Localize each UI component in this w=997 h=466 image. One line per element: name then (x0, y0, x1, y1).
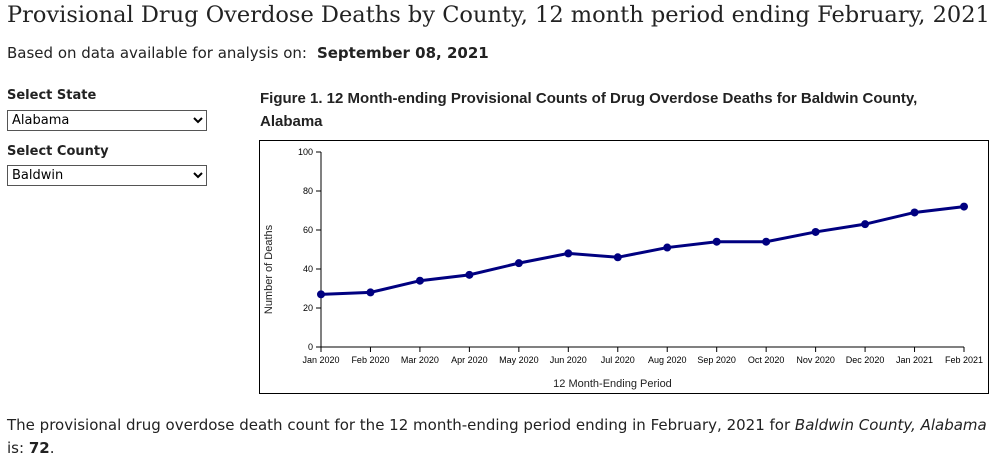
summary-end: . (49, 439, 55, 457)
x-tick-label: Sep 2020 (697, 355, 736, 365)
line-chart: 0 20 40 60 80 100 Jan 2020 Feb 2020 Mar 2020 Apr … (263, 147, 983, 390)
data-point (415, 276, 424, 285)
data-point (366, 288, 375, 297)
y-tick-label: 60 (303, 225, 313, 235)
y-tick-label: 100 (298, 147, 313, 157)
data-line (320, 205, 965, 296)
avail-date: September 08, 2021 (316, 44, 489, 62)
data-availability: Based on data available for analysis on:… (7, 44, 489, 62)
y-tick-label: 40 (303, 264, 313, 274)
y-tick-label: 80 (303, 186, 313, 196)
x-tick-label: May 2020 (499, 355, 539, 365)
y-axis-label: Number of Deaths (263, 224, 275, 314)
summary-count: 72 (28, 439, 50, 457)
x-tick-label: Nov 2020 (796, 355, 835, 365)
data-point (712, 237, 721, 246)
x-tick-label: Feb 2020 (351, 355, 389, 365)
y-tick-label: 20 (303, 303, 313, 313)
data-point (910, 208, 919, 217)
x-tick-label: Mar 2020 (401, 355, 439, 365)
x-tick-label: Jun 2020 (550, 355, 587, 365)
data-point (762, 237, 771, 246)
data-point (514, 259, 523, 268)
summary-mid: is: (7, 439, 29, 457)
data-point (564, 249, 573, 258)
summary-place: Baldwin County, Alabama (794, 416, 987, 434)
state-select[interactable]: Alabama (7, 110, 207, 131)
data-point (811, 227, 820, 236)
x-tick-label: Oct 2020 (748, 355, 785, 365)
x-tick-label: Feb 2021 (945, 355, 983, 365)
x-tick-label: Jul 2020 (601, 355, 635, 365)
county-label: Select County (7, 144, 109, 159)
county-select[interactable]: Baldwin (7, 165, 207, 186)
x-tick-label: Aug 2020 (648, 355, 687, 365)
data-point (465, 270, 474, 279)
data-point (861, 220, 870, 229)
data-point (960, 202, 968, 211)
x-tick-label: Jan 2021 (896, 355, 933, 365)
state-label: Select State (7, 88, 97, 103)
summary-pre: The provisional drug overdose death coun… (7, 416, 795, 434)
data-point (613, 253, 622, 262)
x-axis-label: 12 Month-Ending Period (553, 378, 672, 390)
figure-title: Figure 1. 12 Month-ending Provisional Co… (260, 90, 918, 130)
chart-container: 0 20 40 60 80 100 Jan 2020 Feb 2020 Mar 2020 Apr … (259, 140, 989, 394)
page-title: Provisional Drug Overdose Deaths by Coun… (7, 2, 990, 28)
summary-text: The provisional drug overdose death coun… (7, 414, 987, 460)
x-tick-label: Dec 2020 (846, 355, 885, 365)
x-tick-label: Jan 2020 (302, 355, 339, 365)
data-point (663, 243, 672, 252)
y-tick-label: 0 (308, 342, 313, 352)
avail-label: Based on data available for analysis on: (7, 44, 307, 62)
data-point (317, 290, 325, 299)
x-tick-label: Apr 2020 (451, 355, 488, 365)
